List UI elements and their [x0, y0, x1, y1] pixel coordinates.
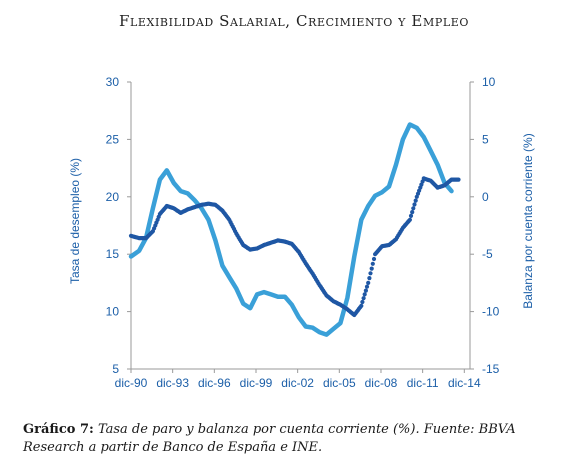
unemployment-point	[371, 256, 377, 262]
y-left-tick-label: 15	[106, 247, 120, 261]
unemployment-point	[364, 284, 370, 289]
unemployment-point	[368, 271, 373, 276]
x-axis-ticks: dic-90 dic-93 dic-96 dic-99 dic-02 dic-05 dic-…	[115, 369, 481, 390]
unemployment-point	[363, 288, 368, 293]
y-right-tick-label: 5	[482, 132, 489, 146]
unemployment-point	[408, 213, 414, 218]
unemployment-point	[411, 206, 416, 211]
unemployment-point	[412, 202, 417, 207]
y-left-tick-label: 20	[106, 190, 120, 204]
x-tick-label: dic-02	[281, 376, 314, 390]
unemployment-point	[456, 177, 461, 182]
y-left-tick-label: 25	[106, 132, 120, 146]
right-axis-ticks: -15 -10 -5 0 5 10	[470, 75, 500, 376]
caption-text: Tasa de paro y balanza por cuenta corrie…	[23, 422, 516, 455]
current-account-line	[128, 122, 454, 337]
chart-axes	[130, 82, 471, 370]
unemployment-point	[370, 261, 375, 266]
series-current-account	[128, 122, 454, 337]
unemployment-point	[361, 296, 366, 301]
x-tick-label: dic-08	[365, 376, 398, 390]
unemployment-point	[359, 303, 364, 308]
series-unemployment	[128, 176, 461, 318]
x-tick-label: dic-11	[407, 376, 439, 390]
unemployment-point	[362, 292, 367, 297]
y-right-tick-label: -15	[482, 362, 500, 376]
x-tick-label: dic-99	[240, 376, 273, 390]
page-header-title: Flexibilidad Salarial, Crecimiento y Emp…	[119, 12, 469, 30]
figure-caption: Gráfico 7: Tasa de paro y balanza por cu…	[23, 421, 568, 457]
caption-label: Gráfico 7:	[23, 422, 94, 437]
x-tick-label: dic-96	[198, 376, 231, 390]
x-tick-label: dic-05	[323, 376, 356, 390]
y-right-tick-label: 0	[482, 190, 489, 204]
x-tick-label: dic-90	[115, 376, 148, 390]
y-axis-right-label: Balanza por cuenta corriente (%)	[521, 133, 535, 308]
unemployment-point	[369, 266, 374, 271]
unemployment-point	[366, 280, 371, 285]
y-right-tick-label: -10	[482, 305, 500, 319]
unemployment-point	[407, 217, 412, 222]
x-tick-label: dic-14	[448, 376, 481, 390]
y-right-tick-label: 10	[482, 75, 496, 89]
unemployment-point	[367, 276, 372, 281]
x-tick-label: dic-93	[156, 376, 189, 390]
unemployment-point	[410, 210, 415, 215]
y-right-tick-label: -5	[482, 247, 493, 261]
y-axis-left-label: Tasa de desempleo (%)	[68, 158, 82, 284]
unemployment-point	[413, 198, 418, 203]
y-left-tick-label: 10	[106, 305, 120, 319]
left-axis-ticks: 5 10 15 20 25 30	[106, 75, 131, 376]
y-left-tick-label: 30	[106, 75, 120, 89]
y-left-tick-label: 5	[112, 362, 119, 376]
unemployment-point	[360, 299, 365, 305]
